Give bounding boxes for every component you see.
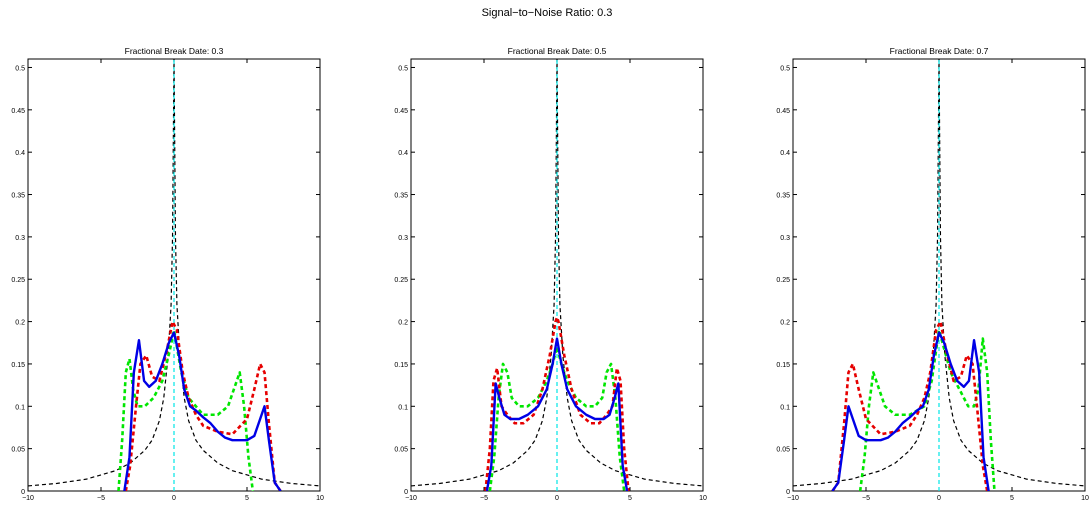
y-tick-label: 0.1 xyxy=(15,404,25,411)
y-tick-label: 0.35 xyxy=(11,193,25,200)
x-tick-label: 10 xyxy=(1081,495,1089,502)
y-tick-label: 0 xyxy=(21,489,25,496)
y-tick-label: 0.45 xyxy=(394,108,408,115)
y-tick-label: 0.05 xyxy=(776,447,790,454)
series-line-3 xyxy=(117,328,255,491)
x-tick-label: 10 xyxy=(699,495,707,502)
y-tick-label: 0 xyxy=(786,489,790,496)
x-tick-label: −5 xyxy=(97,495,105,502)
y-tick-label: 0.35 xyxy=(776,193,790,200)
series-line-5 xyxy=(831,331,990,491)
x-tick-label: −5 xyxy=(862,495,870,502)
series-line-1 xyxy=(793,59,1085,487)
series-line-4 xyxy=(124,320,282,491)
subplot-title: Fractional Break Date: 0.3 xyxy=(125,46,224,56)
y-tick-label: 0.1 xyxy=(780,404,790,411)
series-group xyxy=(793,59,1085,491)
y-tick-label: 0 xyxy=(404,489,408,496)
series-group xyxy=(411,59,703,491)
series-line-1 xyxy=(411,59,703,487)
x-tick-label: 10 xyxy=(316,495,324,502)
subplot-2: Fractional Break Date: 0.5 −10 −5 0 5 10 0 0.05… xyxy=(394,46,707,502)
y-tick-label: 0.15 xyxy=(394,362,408,369)
x-tick-label: 0 xyxy=(172,495,176,502)
x-tick-label: 5 xyxy=(628,495,632,502)
y-tick-label: 0.4 xyxy=(780,150,790,157)
y-tick-label: 0.1 xyxy=(398,404,408,411)
series-group xyxy=(28,59,320,491)
series-line-3 xyxy=(858,328,996,491)
series-line-3 xyxy=(488,345,626,491)
y-tick-label: 0.15 xyxy=(11,362,25,369)
y-tick-label: 0.45 xyxy=(11,108,25,115)
subplot-panels: Fractional Break Date: 0.3 −10 −5 0 5 10 0 0.05… xyxy=(11,46,1089,502)
subplot-3: Fractional Break Date: 0.7 −10 −5 0 5 10 0 0.05… xyxy=(776,46,1089,502)
x-tick-label: −5 xyxy=(480,495,488,502)
x-tick-label: 5 xyxy=(1010,495,1014,502)
y-tick-label: 0.3 xyxy=(15,235,25,242)
y-tick-label: 0.4 xyxy=(398,150,408,157)
series-line-4 xyxy=(831,320,989,491)
y-tick-label: 0.05 xyxy=(11,447,25,454)
y-tick-label: 0.25 xyxy=(11,277,25,284)
y-tick-label: 0.3 xyxy=(398,235,408,242)
subplot-1: Fractional Break Date: 0.3 −10 −5 0 5 10 0 0.05… xyxy=(11,46,324,502)
y-tick-label: 0.05 xyxy=(394,447,408,454)
x-tick-label: −10 xyxy=(405,495,417,502)
y-tick-label: 0.3 xyxy=(780,235,790,242)
y-tick-label: 0.2 xyxy=(398,320,408,327)
y-tick-label: 0.25 xyxy=(394,277,408,284)
y-tick-label: 0.35 xyxy=(394,193,408,200)
x-tick-label: −10 xyxy=(787,495,799,502)
y-tick-label: 0.2 xyxy=(15,320,25,327)
y-tick-label: 0.4 xyxy=(15,150,25,157)
x-tick-label: 0 xyxy=(937,495,941,502)
x-tick-label: −10 xyxy=(22,495,34,502)
subplot-title: Fractional Break Date: 0.7 xyxy=(890,46,989,56)
y-tick-label: 0.25 xyxy=(776,277,790,284)
series-line-5 xyxy=(485,337,629,491)
x-tick-label: 0 xyxy=(555,495,559,502)
y-tick-label: 0.45 xyxy=(776,108,790,115)
subplot-title: Fractional Break Date: 0.5 xyxy=(508,46,607,56)
y-tick-label: 0.5 xyxy=(780,65,790,72)
y-tick-label: 0.5 xyxy=(398,65,408,72)
y-tick-label: 0.15 xyxy=(776,362,790,369)
series-line-5 xyxy=(123,331,282,491)
x-tick-label: 5 xyxy=(245,495,249,502)
y-tick-label: 0.5 xyxy=(15,65,25,72)
figure-suptitle: Signal−to−Noise Ratio: 0.3 xyxy=(482,7,613,19)
y-tick-label: 0.2 xyxy=(780,320,790,327)
